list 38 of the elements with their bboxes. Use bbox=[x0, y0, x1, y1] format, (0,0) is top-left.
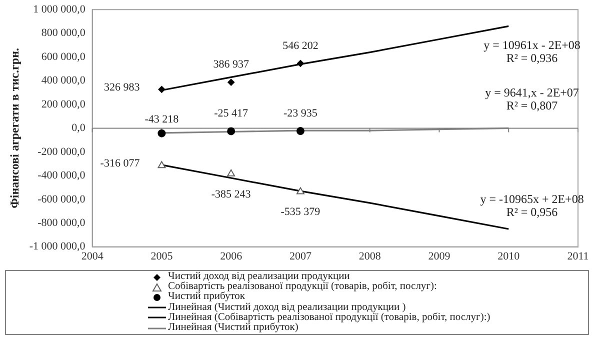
data-label: -535 379 bbox=[280, 206, 321, 218]
y-tick-label: -600 000,0 bbox=[38, 193, 86, 206]
data-label: 386 937 bbox=[213, 58, 250, 71]
x-tick-label: 2004 bbox=[81, 250, 104, 262]
y-tick-label: 1 000 000,0 bbox=[33, 3, 86, 16]
x-tick-label: 2010 bbox=[498, 250, 520, 262]
annotation: y = -10965x + 2E+08 R² = 0,956 bbox=[480, 192, 584, 220]
y-axis-title: Фінансові агрегати в тис.грн. bbox=[7, 48, 22, 208]
x-tick-label: 2009 bbox=[428, 250, 451, 262]
annotation: y = 10961x - 2E+08 R² = 0,936 bbox=[484, 38, 580, 65]
legend-label: Чистий прибуток bbox=[168, 291, 246, 302]
legend-label: Линейная (Чистий доход від реализации продукции ) bbox=[168, 302, 406, 313]
y-tick-label: 400 000,0 bbox=[41, 74, 86, 87]
y-tick-label: -400 000,0 bbox=[38, 170, 86, 182]
legend-label: Линейная (Собівартість реалізованої продукції (товарів, робіт, послуг):) bbox=[168, 312, 490, 323]
y-tick-label: 0,0 bbox=[72, 122, 86, 134]
data-label: -23 935 bbox=[284, 107, 318, 120]
legend-label: Линейная (Чистий прибуток) bbox=[168, 322, 298, 334]
y-tick-label: 600 000,0 bbox=[41, 50, 86, 63]
x-tick-label: 2008 bbox=[358, 250, 382, 262]
y-tick-label: -1 000 000,0 bbox=[29, 240, 86, 253]
x-tick-label: 2005 bbox=[150, 250, 174, 262]
x-tick-label: 2011 bbox=[567, 250, 589, 262]
annotation: y = 9641,x - 2E+07 R² = 0,807 bbox=[485, 85, 579, 112]
x-tick-label: 2006 bbox=[220, 250, 243, 262]
data-label: 546 202 bbox=[282, 40, 318, 52]
y-tick-label: 800 000,0 bbox=[41, 27, 86, 40]
data-label: -316 077 bbox=[100, 158, 140, 170]
data-label: -25 417 bbox=[214, 108, 249, 120]
legend-label: Чистий доход від реализации продукции bbox=[168, 271, 350, 282]
data-label: -43 218 bbox=[144, 114, 180, 126]
data-label: 326 983 bbox=[104, 81, 140, 94]
x-tick-label: 2007 bbox=[289, 250, 312, 262]
data-label: -385 243 bbox=[211, 188, 252, 200]
y-tick-label: -200 000,0 bbox=[38, 146, 86, 158]
y-tick-label: 200 000,0 bbox=[41, 98, 86, 110]
y-tick-label: -800 000,0 bbox=[38, 216, 86, 229]
legend-label: Собівартість реалізованої продукції (товарів, робіт, послуг): bbox=[168, 281, 437, 292]
